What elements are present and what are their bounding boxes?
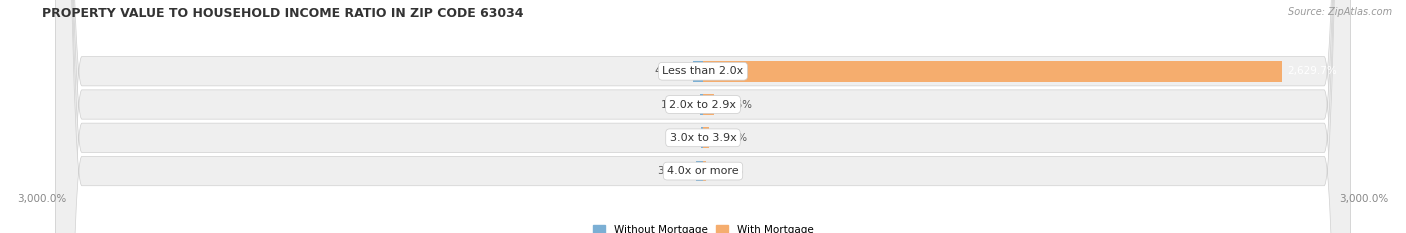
Text: Less than 2.0x: Less than 2.0x bbox=[662, 66, 744, 76]
Bar bbox=[703, 127, 709, 148]
Text: 14.4%: 14.4% bbox=[661, 99, 695, 110]
Text: 9.0%: 9.0% bbox=[669, 133, 696, 143]
FancyBboxPatch shape bbox=[55, 0, 1351, 233]
Bar bbox=[703, 94, 714, 115]
Text: PROPERTY VALUE TO HOUSEHOLD INCOME RATIO IN ZIP CODE 63034: PROPERTY VALUE TO HOUSEHOLD INCOME RATIO… bbox=[42, 7, 523, 20]
Bar bbox=[693, 61, 703, 82]
FancyBboxPatch shape bbox=[55, 0, 1351, 233]
FancyBboxPatch shape bbox=[55, 0, 1351, 233]
Text: 2.0x to 2.9x: 2.0x to 2.9x bbox=[669, 99, 737, 110]
FancyBboxPatch shape bbox=[55, 0, 1351, 233]
Text: 3.0x to 3.9x: 3.0x to 3.9x bbox=[669, 133, 737, 143]
Text: 32.8%: 32.8% bbox=[657, 166, 690, 176]
Bar bbox=[702, 127, 703, 148]
Legend: Without Mortgage, With Mortgage: Without Mortgage, With Mortgage bbox=[589, 221, 817, 233]
Text: 27.3%: 27.3% bbox=[714, 133, 748, 143]
Text: 2,629.7%: 2,629.7% bbox=[1288, 66, 1337, 76]
Text: 4.0x or more: 4.0x or more bbox=[668, 166, 738, 176]
Text: Source: ZipAtlas.com: Source: ZipAtlas.com bbox=[1288, 7, 1392, 17]
Bar bbox=[696, 161, 703, 182]
Text: 50.6%: 50.6% bbox=[720, 99, 752, 110]
Bar bbox=[703, 61, 1282, 82]
Bar bbox=[700, 94, 703, 115]
Bar bbox=[703, 161, 706, 182]
Text: 43.8%: 43.8% bbox=[655, 66, 688, 76]
Text: 11.5%: 11.5% bbox=[711, 166, 744, 176]
